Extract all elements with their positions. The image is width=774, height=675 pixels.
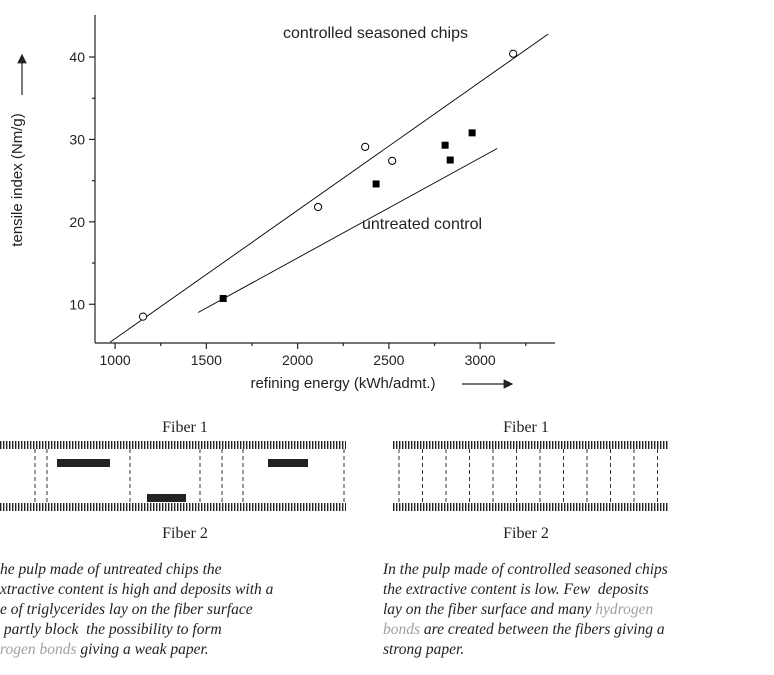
series-label: untreated control — [362, 216, 482, 233]
caption-line: strong paper. — [383, 641, 464, 658]
point — [138, 312, 148, 321]
deposit — [147, 494, 186, 502]
fiber-label: Fiber 2 — [162, 525, 208, 542]
x-axis-label: refining energy (kWh/admt.) — [250, 375, 435, 392]
caption-line: xtractive content is high and deposits w… — [0, 581, 274, 598]
x-tick-label: 2500 — [373, 352, 404, 368]
fiber-label: Fiber 1 — [503, 419, 549, 436]
x-tick-label: 1500 — [191, 352, 222, 368]
x-tick-label: 2000 — [282, 352, 313, 368]
y-tick-label: 30 — [69, 131, 85, 147]
point — [219, 294, 227, 302]
caption-text: are created between the fibers giving a — [420, 621, 665, 638]
fiber-label: Fiber 1 — [162, 419, 208, 436]
caption-text: the extractive content is low. Few depos… — [383, 581, 649, 598]
point — [361, 142, 370, 151]
point — [313, 202, 323, 212]
captions: he pulp made of untreated chips the xtrac… — [0, 561, 668, 658]
caption-text: hydrogen — [595, 601, 653, 618]
fiber — [392, 441, 668, 449]
caption-line: lay on the fiber surface and many hydrog… — [383, 601, 653, 618]
point — [468, 129, 476, 137]
caption-line: e of triglycerides lay on the fiber surf… — [0, 601, 253, 618]
right-diagram: Fiber 1 Fiber 2 — [392, 419, 668, 542]
point — [388, 156, 397, 165]
caption-text: rogen bonds — [0, 641, 77, 658]
caption-line: partly block the possibility to form — [0, 621, 222, 638]
caption-line: he pulp made of untreated chips the — [0, 561, 222, 578]
y-tick-label: 10 — [69, 296, 85, 312]
caption-text: giving a weak paper. — [77, 641, 209, 658]
series-label: controlled seasoned chips — [283, 25, 468, 42]
y-tick-label: 40 — [69, 49, 85, 65]
y-axis-label: tensile index (Nm/g) — [9, 113, 26, 246]
caption-line: rogen bonds giving a weak paper. — [0, 641, 209, 658]
fiber — [392, 503, 668, 511]
point — [509, 49, 518, 58]
caption-text: partly block the possibility to form — [0, 621, 222, 638]
point — [441, 141, 449, 149]
caption-line: the extractive content is low. Few depos… — [383, 581, 649, 598]
caption-text: lay on the fiber surface and many — [383, 601, 595, 618]
y-tick-label: 20 — [69, 214, 85, 230]
caption-text: strong paper. — [383, 641, 464, 658]
caption-line: bonds are created between the fibers giv… — [383, 621, 665, 638]
fit-line — [109, 33, 549, 343]
caption-text: bonds — [383, 621, 420, 638]
fiber-label: Fiber 2 — [503, 525, 549, 542]
caption-text: xtractive content is high and deposits w… — [0, 581, 274, 598]
x-tick-label: 3000 — [465, 352, 496, 368]
x-tick-label: 1000 — [100, 352, 131, 368]
deposit — [268, 459, 308, 467]
left-diagram: Fiber 1 Fiber 2 — [0, 419, 346, 542]
fiber — [0, 503, 346, 511]
chart: 1000 1500 2000 2500 3000 10 20 30 40 controlled s… — [69, 15, 555, 368]
caption-text: e of triglycerides lay on the fiber surf… — [0, 601, 253, 618]
fiber — [0, 441, 346, 449]
caption-line: In the pulp made of controlled seasoned … — [382, 561, 668, 578]
deposit — [57, 459, 110, 467]
fit-line — [197, 148, 498, 313]
point — [372, 180, 380, 188]
point — [446, 156, 454, 164]
caption-text: In the pulp made of controlled seasoned … — [382, 561, 668, 578]
caption-text: he pulp made of untreated chips the — [0, 561, 222, 578]
